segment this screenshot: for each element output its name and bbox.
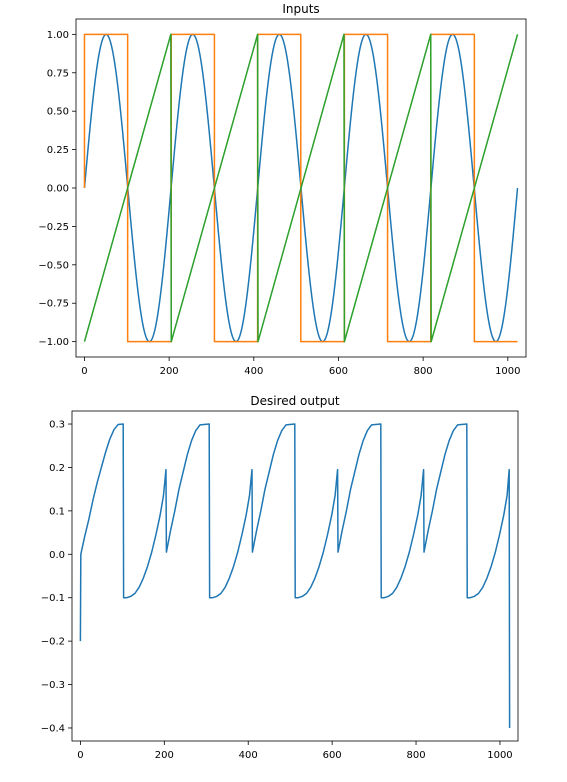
y-tick-label: −0.4 (41, 723, 65, 734)
chart-title: Desired output (250, 394, 340, 408)
x-tick-label: 600 (329, 366, 348, 377)
y-tick-label: −0.25 (38, 222, 69, 233)
y-tick-label: −0.2 (41, 637, 65, 648)
y-tick-label: −0.3 (41, 680, 65, 691)
axes-frame (71, 410, 519, 742)
x-tick-label: 800 (406, 750, 425, 761)
y-tick-label: −0.75 (38, 299, 69, 310)
x-tick-label: 1000 (495, 366, 520, 377)
x-tick-label: 200 (155, 750, 174, 761)
y-tick-label: 1.00 (47, 30, 69, 41)
x-tick-label: 800 (414, 366, 433, 377)
y-tick-label: 0.25 (47, 145, 69, 156)
y-tick-label: 0.75 (47, 68, 69, 79)
y-tick-label: 0.00 (47, 184, 69, 195)
x-tick-label: 0 (81, 366, 87, 377)
x-tick-label: 400 (244, 366, 263, 377)
chart-title: Inputs (282, 2, 319, 16)
chart-desired-output: 0 200 400 600 800 1000 0.3 0.2 0.1 0.0 −0.1 −0.2 −0.… (41, 394, 519, 761)
y-tick-label: 0.0 (49, 550, 65, 561)
y-tick-label: 0.50 (47, 107, 69, 118)
y-tick-label: −0.50 (38, 260, 69, 271)
chart-inputs: 0 200 400 600 800 1000 1.00 0.75 0.50 0.25 0.00 −0.… (38, 2, 527, 377)
y-tick-label: −1.00 (38, 337, 69, 348)
y-tick-label: 0.2 (49, 463, 65, 474)
x-tick-label: 600 (323, 750, 342, 761)
x-tick-label: 200 (160, 366, 179, 377)
x-tick-label: 1000 (487, 750, 512, 761)
x-tick-label: 400 (239, 750, 258, 761)
output-series (79, 423, 511, 728)
x-tick-label: 0 (77, 750, 83, 761)
y-tick-label: −0.1 (41, 593, 65, 604)
sawtooth-series (83, 33, 519, 343)
y-tick-label: 0.1 (49, 506, 65, 517)
y-tick-label: 0.3 (49, 420, 65, 431)
